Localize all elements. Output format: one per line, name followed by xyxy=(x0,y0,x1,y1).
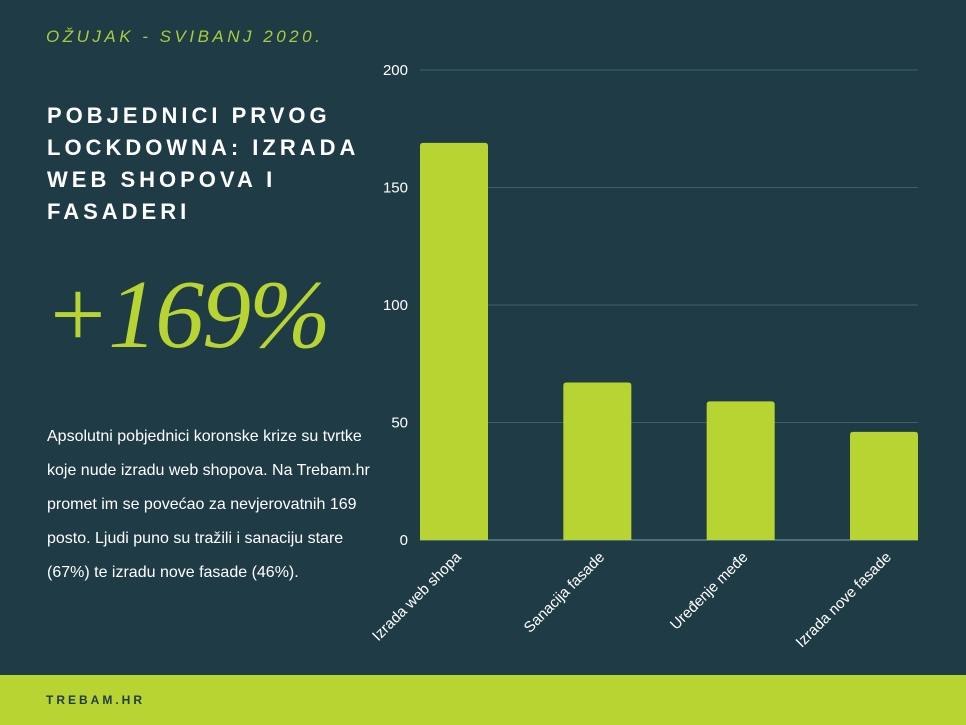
y-tick-label: 150 xyxy=(383,180,408,197)
bar xyxy=(850,431,918,540)
y-tick-label: 0 xyxy=(400,532,408,549)
body-text: Apsolutni pobjednici koronske krize su t… xyxy=(47,428,370,581)
y-tick-label: 50 xyxy=(391,415,408,432)
page-title: POBJEDNICI PRVOG LOCKDOWNA: IZRADA WEB S… xyxy=(47,103,359,224)
y-tick-label: 200 xyxy=(383,62,408,79)
x-category-label: Izrada nove fasade xyxy=(793,549,895,651)
footer-bar: TREBAM.HR xyxy=(0,675,966,725)
footer-brand: TREBAM.HR xyxy=(46,693,145,707)
y-tick-label: 100 xyxy=(383,297,408,314)
highlight-percentage: +169% xyxy=(44,261,331,369)
x-category-label: Izrada web shopa xyxy=(369,548,465,644)
bar xyxy=(563,382,632,540)
bar xyxy=(420,142,488,540)
date-range-subtitle: OŽUJAK - SVIBANJ 2020. xyxy=(46,27,324,46)
x-category-label: Uređenje međe xyxy=(667,549,752,634)
x-category-label: Sanacija fasade xyxy=(521,549,609,637)
bar xyxy=(706,401,775,540)
bar-chart: 0 50 100 150 200 Izrada web shopa Sanacija fas… xyxy=(369,62,918,651)
